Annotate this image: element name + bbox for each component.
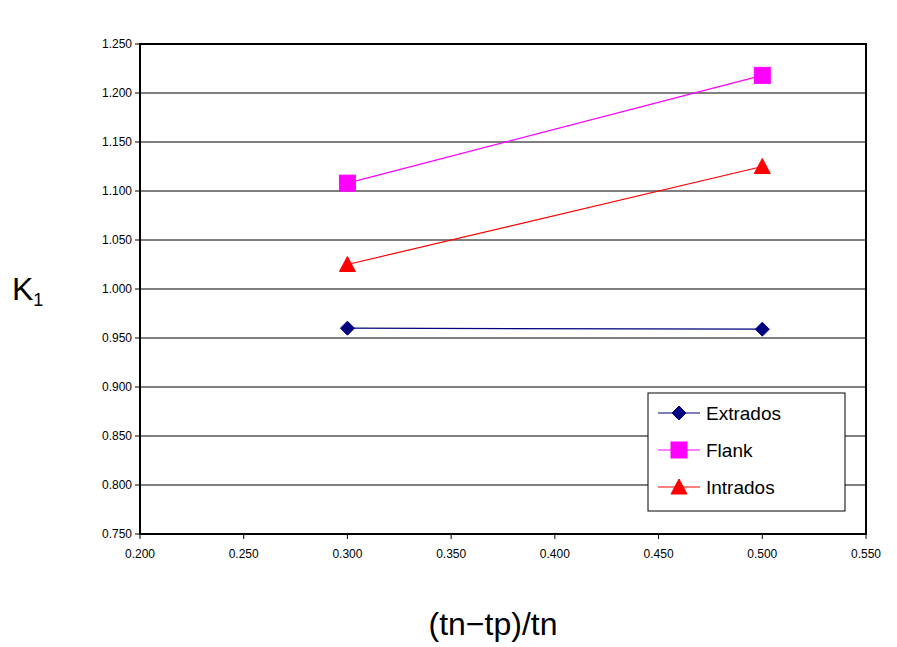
series-line: [347, 328, 762, 330]
y-tick-label: 1.100: [102, 184, 132, 198]
grid-line: [140, 240, 866, 241]
data-point: [339, 175, 355, 191]
data-point: [340, 321, 354, 335]
data-point: [339, 257, 355, 272]
y-axis-label-sub: 1: [33, 290, 43, 310]
y-tick-label: 0.750: [102, 527, 132, 541]
data-point: [754, 67, 770, 83]
x-tick-label: 0.450: [644, 547, 674, 561]
grid-line: [140, 93, 866, 94]
x-tick-label: 0.250: [229, 547, 259, 561]
y-tick-label: 0.850: [102, 429, 132, 443]
data-point: [755, 322, 769, 336]
legend-marker: [671, 479, 687, 494]
legend-box: [648, 393, 845, 511]
y-tick-label: 1.200: [102, 86, 132, 100]
y-tick-label: 1.150: [102, 135, 132, 149]
legend-marker: [671, 442, 687, 458]
plot-frame: [140, 44, 866, 534]
data-point: [754, 159, 770, 174]
y-tick-label: 1.050: [102, 233, 132, 247]
y-tick-label: 0.800: [102, 478, 132, 492]
grid-line: [140, 191, 866, 192]
y-tick-label: 1.000: [102, 282, 132, 296]
grid-line: [140, 338, 866, 339]
legend-marker: [672, 406, 686, 420]
y-axis-label-main: K: [12, 271, 33, 307]
y-tick-label: 1.250: [102, 37, 132, 51]
x-tick-label: 0.500: [747, 547, 777, 561]
series-line: [347, 167, 762, 265]
y-axis-label: K1: [12, 271, 43, 310]
chart: 0.750 0.800 0.850 0.900 0.950 1.000 1.050 1.100…: [0, 0, 897, 647]
legend: Extrados Flank Intrados: [648, 393, 845, 511]
x-tick-label: 0.350: [436, 547, 466, 561]
y-tick-label: 0.900: [102, 380, 132, 394]
x-tick-label: 0.550: [851, 547, 881, 561]
data-group: [339, 67, 770, 336]
x-axis-label: (tn−tp)/tn: [429, 606, 558, 642]
y-tick-label: 0.950: [102, 331, 132, 345]
x-tick-label: 0.300: [332, 547, 362, 561]
legend-label: Intrados: [706, 477, 775, 498]
grid-line: [140, 289, 866, 290]
series-line: [347, 75, 762, 183]
x-tick-label: 0.200: [125, 547, 155, 561]
grid-line: [140, 387, 866, 388]
x-tick-label: 0.400: [540, 547, 570, 561]
legend-label: Flank: [706, 440, 753, 461]
legend-label: Extrados: [706, 403, 781, 424]
